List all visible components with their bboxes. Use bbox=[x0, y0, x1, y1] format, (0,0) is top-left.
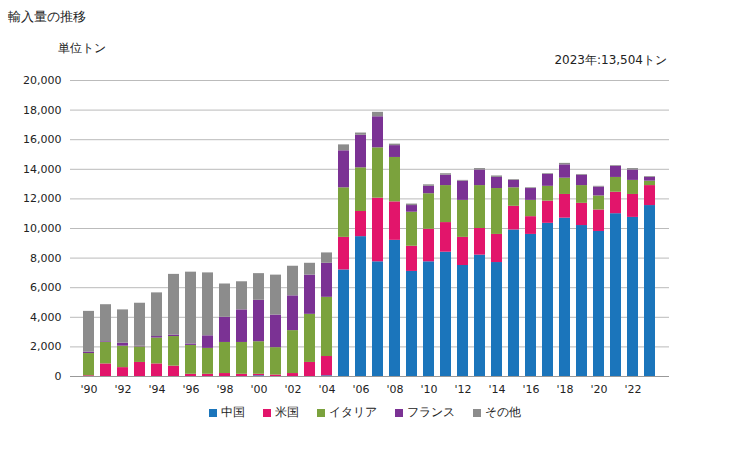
svg-text:16,000: 16,000 bbox=[23, 133, 62, 146]
svg-text:'16: '16 bbox=[522, 383, 539, 396]
svg-text:'20: '20 bbox=[590, 383, 607, 396]
svg-text:12,000: 12,000 bbox=[23, 192, 62, 205]
html-text:その他: その他 bbox=[484, 405, 521, 419]
svg-text:'06: '06 bbox=[352, 383, 369, 396]
svg-text:4,000: 4,000 bbox=[30, 311, 62, 324]
svg-text:'18: '18 bbox=[556, 383, 573, 396]
html-text:フランス: フランス bbox=[406, 405, 455, 419]
svg-text:'14: '14 bbox=[488, 383, 505, 396]
svg-text:'94: '94 bbox=[148, 383, 165, 396]
svg-text:2,000: 2,000 bbox=[30, 340, 62, 353]
svg-text:'22: '22 bbox=[624, 383, 641, 396]
svg-text:8,000: 8,000 bbox=[30, 252, 62, 265]
svg-text:'08: '08 bbox=[386, 383, 403, 396]
svg-text:'04: '04 bbox=[318, 383, 335, 396]
html-text:単位トン: 単位トン bbox=[58, 41, 106, 55]
svg-text:'92: '92 bbox=[114, 383, 131, 396]
svg-text:'96: '96 bbox=[182, 383, 199, 396]
html-text:2023年:13,504トン: 2023年:13,504トン bbox=[554, 53, 667, 67]
svg-text:'10: '10 bbox=[420, 383, 437, 396]
svg-text:18,000: 18,000 bbox=[23, 104, 62, 117]
svg-text:'90: '90 bbox=[80, 383, 97, 396]
svg-text:20,000: 20,000 bbox=[23, 74, 62, 87]
svg-text:'00: '00 bbox=[250, 383, 267, 396]
svg-text:14,000: 14,000 bbox=[23, 163, 62, 176]
html-text:中国: 中国 bbox=[220, 405, 245, 419]
svg-text:10,000: 10,000 bbox=[23, 222, 62, 235]
html-text:輸入量の推移: 輸入量の推移 bbox=[8, 9, 86, 24]
html-text:米国: 米国 bbox=[274, 405, 299, 419]
svg-text:'12: '12 bbox=[454, 383, 471, 396]
html-text:イタリア: イタリア bbox=[328, 405, 377, 419]
svg-text:6,000: 6,000 bbox=[30, 281, 62, 294]
svg-text:'02: '02 bbox=[284, 383, 301, 396]
svg-text:'98: '98 bbox=[216, 383, 233, 396]
svg-text:0: 0 bbox=[55, 370, 62, 383]
